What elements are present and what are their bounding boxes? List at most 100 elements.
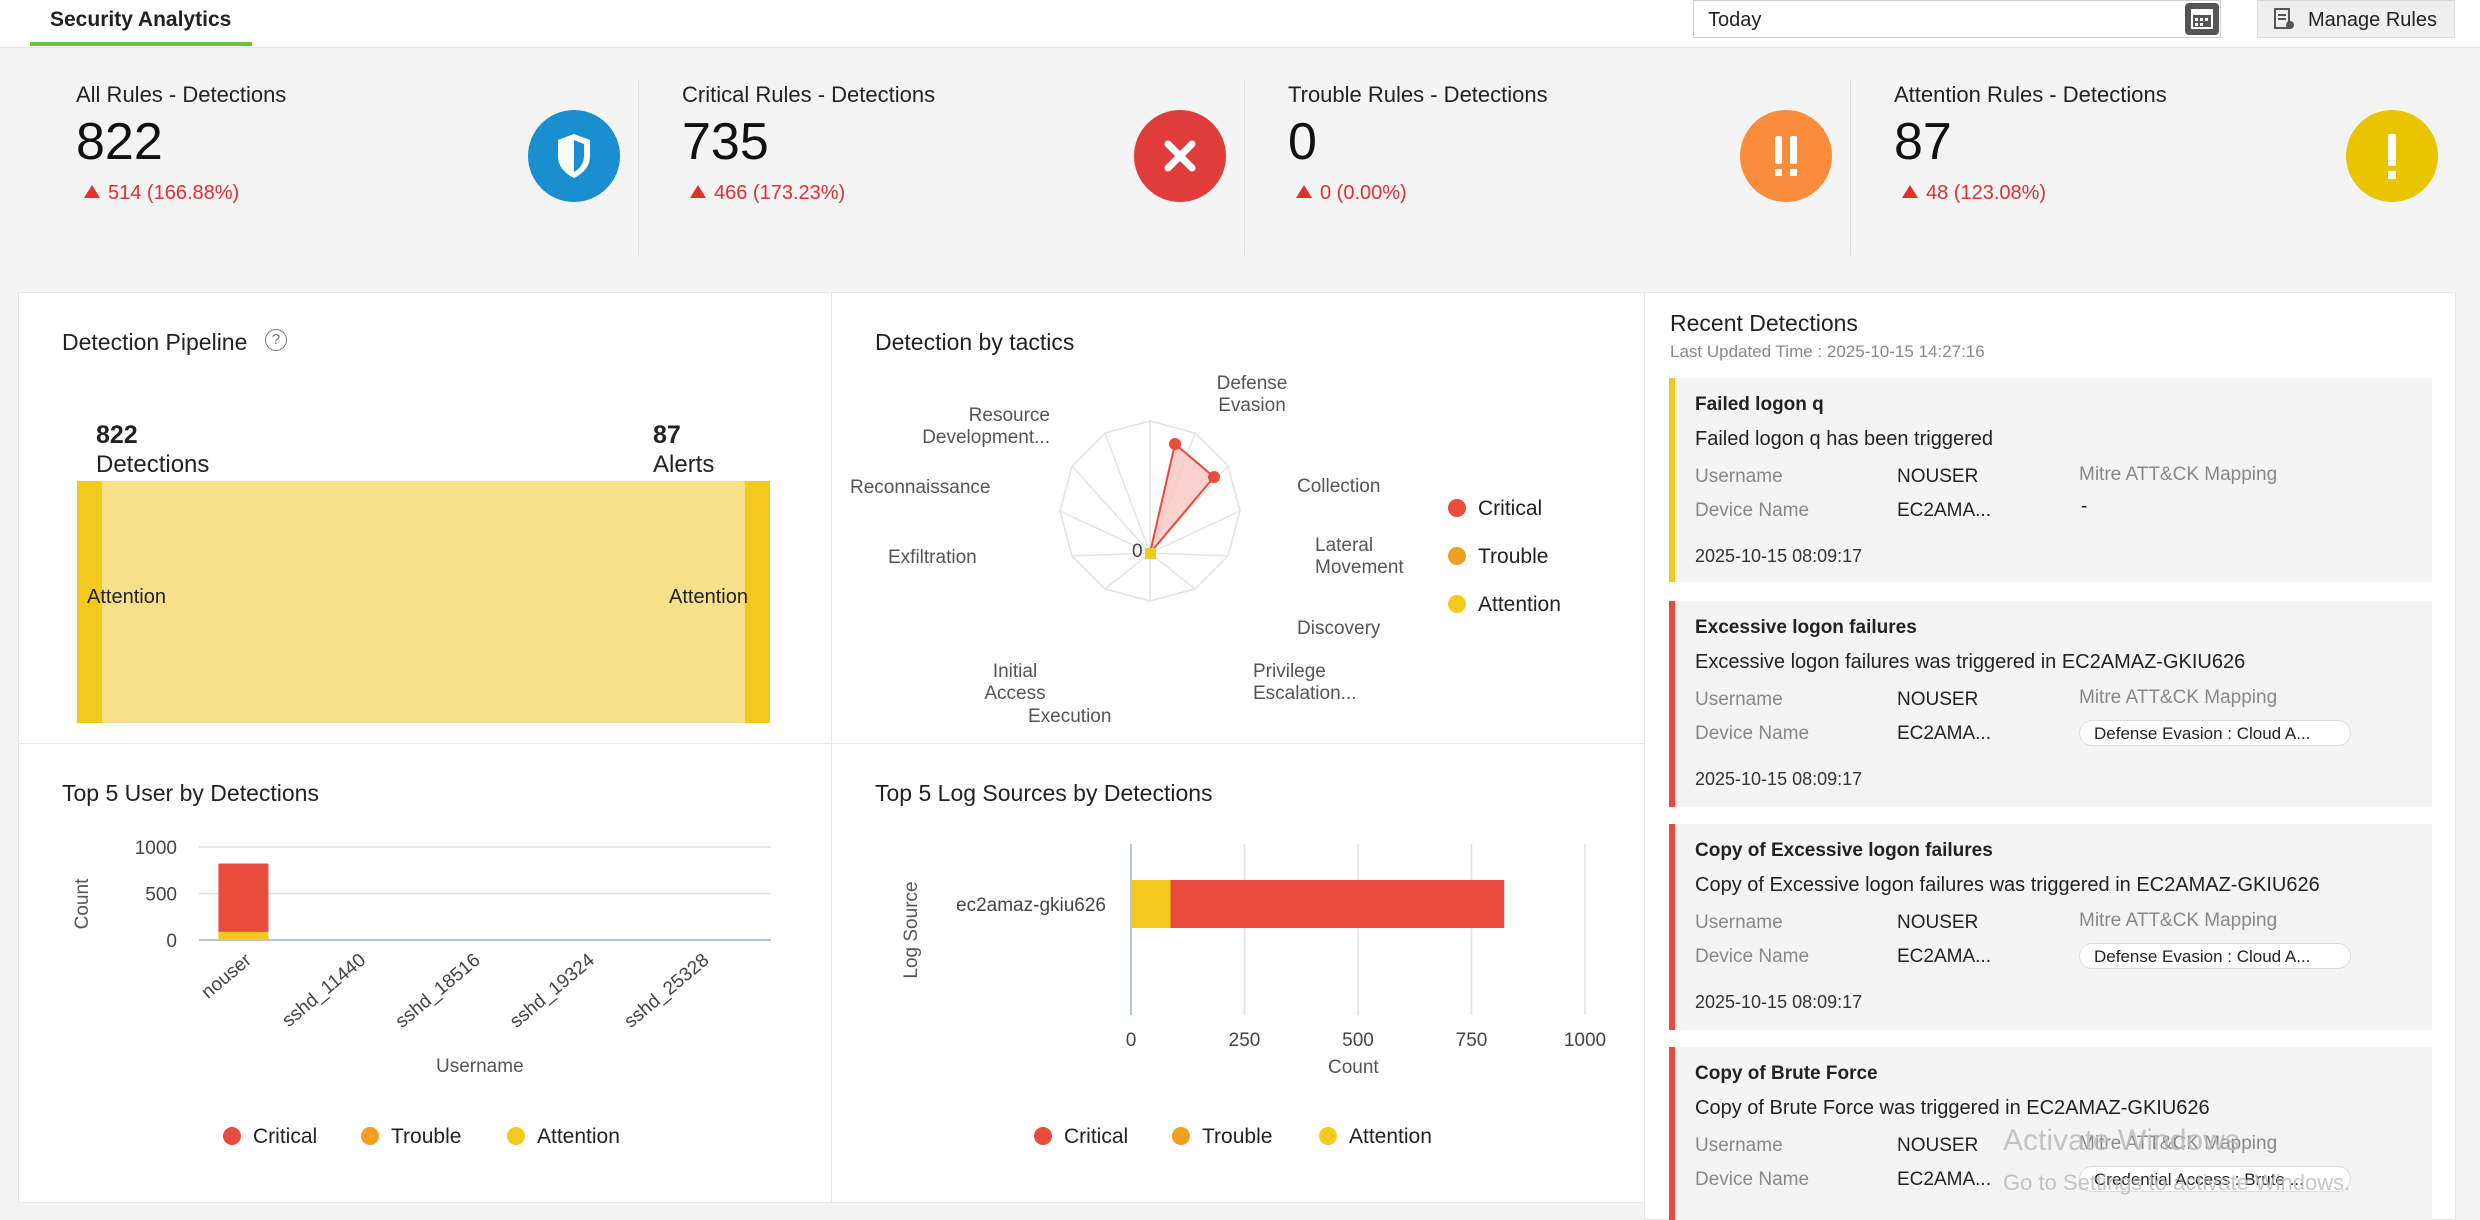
kpi-value: 87 [1894,113,1952,171]
x-tick-label: 0 [1126,1030,1137,1051]
critical-dot-icon [1448,499,1466,517]
device-label: Device Name [1695,500,1810,521]
detection-card[interactable]: Copy of Excessive logon failures Copy of… [1669,824,2432,1030]
watermark-title: Activate Windows [2003,1124,2240,1157]
detection-card[interactable]: Failed logon q Failed logon q has been t… [1669,378,2432,582]
detection-card[interactable]: Copy of Brute Force Copy of Brute Force … [1669,1047,2432,1220]
pipeline-detections-count: 822 [96,421,138,449]
pipeline-node-left[interactable] [77,481,102,723]
radar-point[interactable] [1169,438,1181,450]
detection-title[interactable]: Excessive logon failures [1695,617,1917,638]
username-label: Username [1695,689,1783,710]
detection-title[interactable]: Failed logon q [1695,394,1824,415]
detection-message: Copy of Excessive logon failures was tri… [1695,874,2320,896]
device-label: Device Name [1695,946,1810,967]
x-tick-label: sshd_11440 [278,950,370,1032]
radar-center-label: 0 [1132,541,1143,562]
detection-title[interactable]: Copy of Excessive logon failures [1695,840,1993,861]
x-axis-label: Count [1328,1057,1379,1078]
top-users-panel: Top 5 User by Detections 1000 500 0 nouser s… [18,743,832,1203]
up-arrow-icon [84,185,100,198]
double-exclamation-icon [1740,110,1832,202]
legend-attention[interactable]: Attention [1319,1125,1432,1149]
username-value: NOUSER [1897,912,1979,933]
watermark-subtitle: Go to Settings to activate Windows. [2003,1170,2351,1195]
x-tick-label: sshd_19324 [506,949,599,1032]
device-value: EC2AMA... [1897,500,1991,521]
username-value: NOUSER [1897,689,1979,710]
device-value: EC2AMA... [1897,946,1991,967]
kpi-trouble-rules[interactable]: Trouble Rules - Detections 0 0 (0.00%) [1288,60,1892,260]
legend-critical[interactable]: Critical [223,1125,317,1149]
detection-message: Failed logon q has been triggered [1695,428,1993,450]
mitre-tag[interactable]: Credential Access : Brute ... [2079,1166,2351,1192]
trouble-dot-icon [361,1127,379,1145]
critical-dot-icon [223,1127,241,1145]
kpi-delta: 466 (173.23%) [690,182,845,205]
manage-rules-button[interactable]: Manage Rules [2257,0,2455,38]
tactic-label: Defense Evasion [1216,373,1288,416]
attention-dot-icon [1448,595,1466,613]
help-icon[interactable]: ? [265,329,287,351]
tactic-label: Execution [1028,706,1112,727]
mitre-tag[interactable]: Defense Evasion : Cloud A... [2079,720,2351,746]
pipeline-node-right[interactable] [745,481,770,723]
mitre-tag[interactable]: Defense Evasion : Cloud A... [2079,943,2351,969]
legend-critical[interactable]: Critical [1448,497,1542,521]
pipeline-alerts-label: Alerts [653,451,715,478]
username-label: Username [1695,466,1783,487]
tactic-label: Initial Access [984,661,1046,704]
kpi-value: 735 [682,113,769,171]
severity-bar [1669,601,1675,807]
radar-critical-area[interactable] [1149,442,1216,554]
detection-pipeline-panel: Detection Pipeline ? 822 Detections 87 A… [18,292,832,744]
device-label: Device Name [1695,1169,1810,1190]
bar-critical[interactable] [218,863,269,932]
legend-trouble[interactable]: Trouble [361,1125,461,1149]
kpi-critical-rules[interactable]: Critical Rules - Detections 735 466 (173… [682,60,1286,260]
severity-bar [1669,378,1675,582]
mitre-value: - [2081,496,2088,517]
top-log-sources-chart: 0 250 500 750 1000 ec2amaz-gkiu626 [956,844,1606,1051]
mitre-label: Mitre ATT&CK Mapping [2079,910,2278,931]
bar-attention[interactable] [1131,880,1171,928]
radar-point[interactable] [1208,471,1220,483]
kpi-all-rules[interactable]: All Rules - Detections 822 514 (166.88%) [76,60,680,260]
pipeline-detections-label: Detections [96,451,210,478]
kpi-delta: 0 (0.00%) [1296,182,1407,205]
kpi-attention-rules[interactable]: Attention Rules - Detections 87 48 (123.… [1894,60,2480,260]
legend-trouble[interactable]: Trouble [1448,545,1548,569]
detection-card[interactable]: Excessive logon failures Excessive logon… [1669,601,2432,807]
exclamation-icon [2346,110,2438,202]
detection-title[interactable]: Copy of Brute Force [1695,1063,1878,1084]
detection-time: 2025-10-15 08:09:17 [1695,992,1863,1012]
calendar-icon[interactable] [2185,3,2219,35]
bar-attention[interactable] [218,931,269,940]
close-icon [1134,110,1226,202]
legend-attention[interactable]: Attention [507,1125,620,1149]
date-range-select[interactable]: Today [1693,0,2221,38]
divider [1850,80,1851,255]
pipeline-alerts-count: 87 [653,421,681,449]
bar-critical[interactable] [1170,880,1505,928]
up-arrow-icon [1296,185,1312,198]
y-tick-label: 0 [166,931,177,952]
panel-title: Top 5 User by Detections [62,780,319,806]
tab-security-analytics[interactable]: Security Analytics [30,0,252,46]
tactic-label: Resource Development... [922,405,1050,448]
legend-trouble[interactable]: Trouble [1172,1125,1272,1149]
x-axis-label: Username [436,1056,524,1077]
radar-attention-point[interactable] [1145,548,1156,559]
panel-title: Top 5 Log Sources by Detections [875,780,1213,806]
legend-attention[interactable]: Attention [1448,593,1561,617]
manage-rules-icon [2272,6,2296,32]
kpi-title: All Rules - Detections [76,82,287,107]
detection-time: 2025-10-15 08:09:17 [1695,546,1863,566]
pipeline-flow[interactable] [77,481,770,723]
legend-critical[interactable]: Critical [1034,1125,1128,1149]
trouble-dot-icon [1448,547,1466,565]
tactic-label: Exfiltration [888,547,977,568]
username-label: Username [1695,1135,1783,1156]
top-bar: Security Analytics Today Manage Rules [0,0,2480,48]
critical-dot-icon [1034,1127,1052,1145]
